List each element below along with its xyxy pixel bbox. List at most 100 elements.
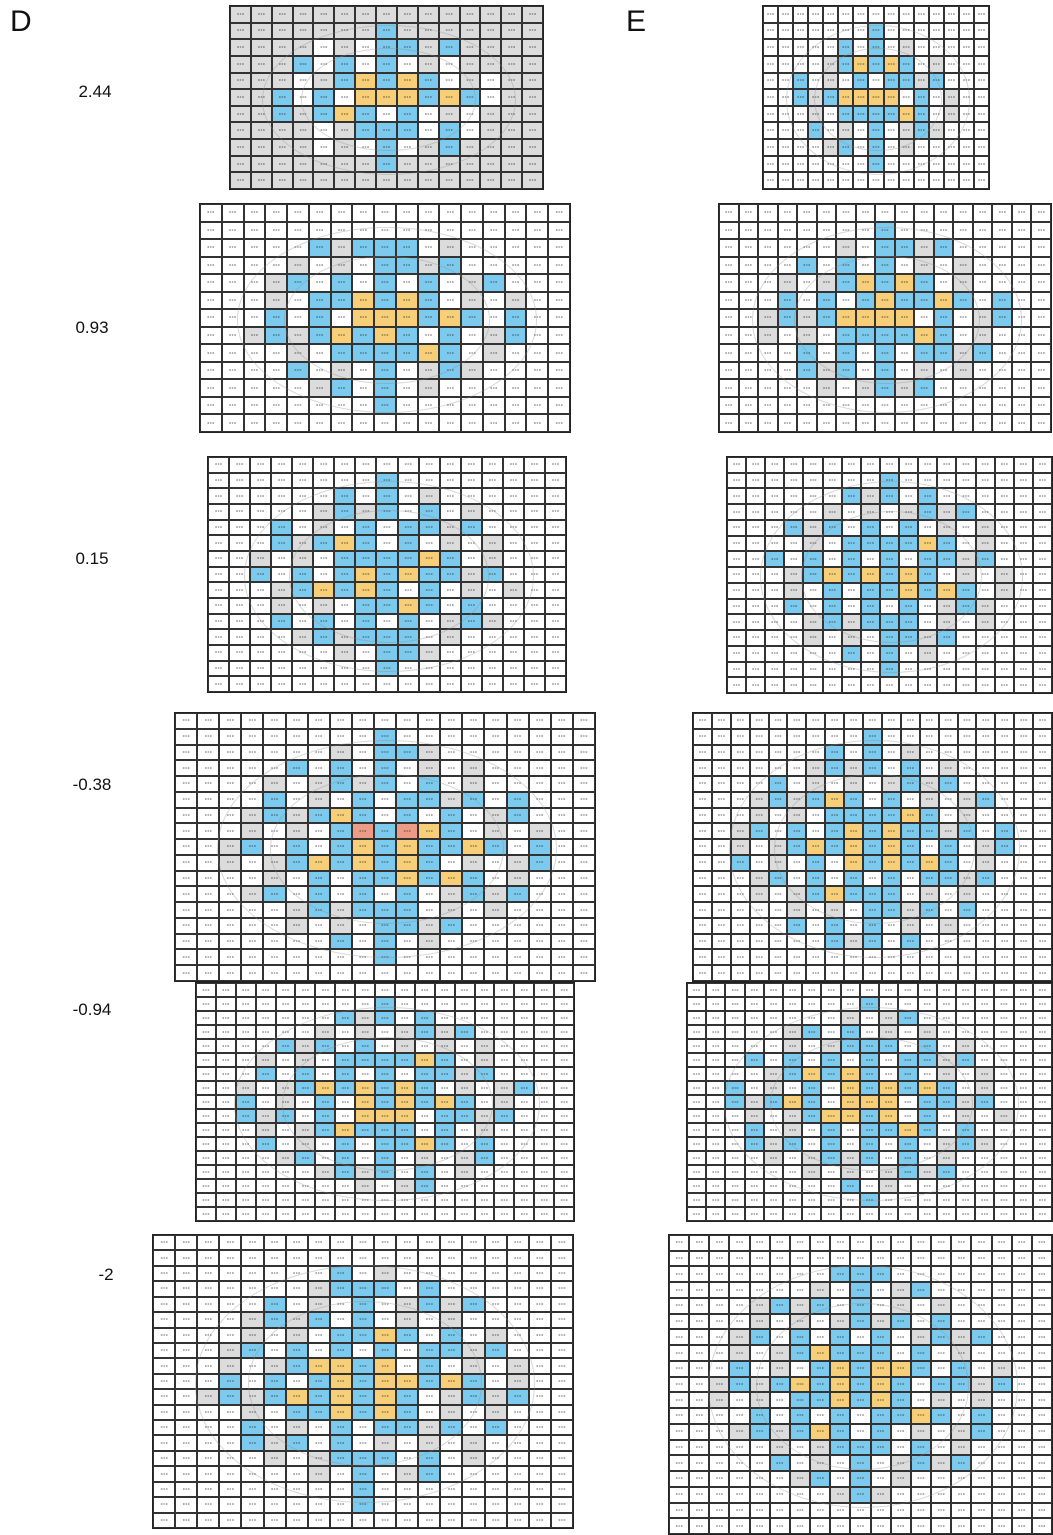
heatmap-cell: 0 ± 0	[971, 1423, 992, 1440]
heatmap-cell: 0 ± 0	[418, 1342, 441, 1359]
heatmap-cell: 0 ± 0	[709, 1250, 730, 1267]
heatmap-cell: 0 ± 0	[898, 22, 914, 40]
heatmap-cell: 0 ± 0	[898, 1025, 918, 1039]
heatmap-cell: 0 ± 0	[504, 326, 527, 345]
heatmap-cell: 0 ± 0	[550, 791, 573, 808]
heatmap-cell: 0 ± 0	[484, 1435, 507, 1451]
heatmap-cell: 0 ± 0	[890, 1313, 911, 1330]
heatmap-cell: 0 ± 0	[265, 326, 288, 345]
heatmap-cell: 0 ± 0	[334, 629, 356, 645]
heatmap-cell: 0 ± 0	[830, 1392, 851, 1409]
heatmap-cell: 0 ± 0	[376, 535, 398, 551]
heatmap-cell: 0 ± 0	[526, 256, 549, 275]
heatmap-cell: 0 ± 0	[285, 917, 308, 934]
heatmap-cell: 0 ± 0	[287, 291, 309, 310]
heatmap-cell: 0 ± 0	[855, 221, 876, 240]
heatmap-cell: 0 ± 0	[860, 551, 880, 568]
heatmap-cell: 0 ± 0	[285, 713, 308, 729]
heatmap-cell: 0 ± 0	[528, 1373, 551, 1390]
heatmap-cell: 0 ± 0	[506, 713, 529, 729]
heatmap-cell: 0 ± 0	[938, 713, 958, 729]
heatmap-cell: 0 ± 0	[351, 902, 374, 918]
heatmap-cell: 0 ± 0	[918, 504, 938, 520]
heatmap-cell: 0 ± 0	[789, 1439, 811, 1456]
heatmap-cell: 0 ± 0	[255, 1151, 276, 1165]
heatmap-cell: 0 ± 0	[484, 1250, 507, 1266]
heatmap-cell: 0 ± 0	[417, 39, 439, 56]
heatmap-cell: 0 ± 0	[241, 1420, 264, 1436]
heatmap-cell: 0 ± 0	[506, 1358, 529, 1374]
heatmap-cell: 0 ± 0	[275, 1137, 296, 1151]
heatmap-cell: 0 ± 0	[825, 760, 845, 777]
heatmap-cell: 0 ± 0	[454, 1053, 475, 1067]
heatmap-cell: 0 ± 0	[355, 457, 377, 473]
heatmap-cell: 0 ± 0	[221, 291, 244, 310]
heatmap-cell: 0 ± 0	[918, 551, 938, 568]
heatmap-cell: 0 ± 0	[994, 1137, 1014, 1151]
heatmap-cell: 0 ± 0	[975, 1193, 995, 1207]
heatmap-cell: 0 ± 0	[292, 676, 314, 692]
heatmap-cell: 0 ± 0	[763, 1193, 784, 1207]
heatmap-cell: 0 ± 0	[802, 983, 822, 997]
heatmap-cell: 0 ± 0	[910, 1329, 932, 1346]
heatmap-grid-d: 0 ± 0 0 ± 0 0 ± 0 0 ± 0 0 ± 0 0 ± 0 0 ± 0 0 ± 0…	[207, 456, 567, 693]
heatmap-cell: 0 ± 0	[418, 933, 441, 950]
heatmap-cell: 0 ± 0	[822, 598, 842, 615]
heatmap-cell: 0 ± 0	[1032, 1067, 1052, 1081]
heatmap-cell: 0 ± 0	[913, 6, 929, 23]
heatmap-cell: 0 ± 0	[271, 598, 293, 614]
heatmap-cell: 0 ± 0	[219, 744, 242, 761]
heatmap-cell: 0 ± 0	[793, 105, 809, 123]
row-label: 2.44	[78, 82, 112, 101]
heatmap-cell: 0 ± 0	[802, 1039, 822, 1053]
heatmap-cell: 0 ± 0	[334, 676, 356, 692]
heatmap-cell: 0 ± 0	[711, 807, 731, 824]
heatmap-cell: 0 ± 0	[910, 1439, 932, 1456]
heatmap-cell: 0 ± 0	[523, 629, 545, 645]
heatmap-cell: 0 ± 0	[768, 933, 788, 950]
heatmap-cell: 0 ± 0	[215, 983, 236, 997]
heatmap-cell: 0 ± 0	[840, 1207, 860, 1221]
heatmap-cell: 0 ± 0	[994, 661, 1014, 678]
heatmap-cell: 0 ± 0	[196, 1095, 216, 1109]
heatmap-cell: 0 ± 0	[953, 291, 973, 310]
heatmap-cell: 0 ± 0	[783, 997, 803, 1011]
heatmap-cell: 0 ± 0	[860, 519, 880, 536]
heatmap-cell: 0 ± 0	[789, 1471, 811, 1487]
heatmap-cell: 0 ± 0	[506, 1327, 529, 1343]
heatmap-cell: 0 ± 0	[1031, 326, 1051, 345]
heatmap-cell: 0 ± 0	[572, 965, 595, 981]
heatmap-cell: 0 ± 0	[789, 1266, 811, 1283]
heatmap-cell: 0 ± 0	[352, 221, 375, 240]
heatmap-cell: 0 ± 0	[973, 139, 989, 156]
heatmap-cell: 0 ± 0	[554, 1025, 574, 1039]
heatmap-cell: 0 ± 0	[881, 917, 901, 934]
heatmap-cell: 0 ± 0	[528, 1342, 551, 1359]
heatmap-cell: 0 ± 0	[175, 1420, 198, 1436]
heatmap-cell: 0 ± 0	[329, 1235, 352, 1251]
heatmap-cell: 0 ± 0	[738, 221, 759, 240]
heatmap-cell: 0 ± 0	[917, 1025, 937, 1039]
heatmap-cell: 0 ± 0	[351, 1358, 375, 1374]
heatmap-cell: 0 ± 0	[749, 902, 769, 918]
heatmap-cell: 0 ± 0	[870, 1313, 891, 1330]
heatmap-cell: 0 ± 0	[334, 122, 356, 140]
heatmap-cell: 0 ± 0	[763, 983, 784, 997]
heatmap-cell: 0 ± 0	[825, 823, 845, 840]
heatmap-cell: 0 ± 0	[995, 791, 1015, 808]
heatmap-cell: 0 ± 0	[881, 728, 901, 745]
heatmap-cell: 0 ± 0	[693, 949, 712, 966]
heatmap-cell: 0 ± 0	[528, 791, 551, 808]
heatmap-cell: 0 ± 0	[375, 1081, 395, 1095]
heatmap-cell: 0 ± 0	[329, 1358, 352, 1374]
heatmap-cell: 0 ± 0	[725, 983, 745, 997]
heatmap-cell: 0 ± 0	[292, 39, 314, 56]
heatmap-cell: 0 ± 0	[494, 1193, 515, 1207]
heatmap-cell: 0 ± 0	[208, 582, 230, 598]
heatmap-cell: 0 ± 0	[502, 676, 524, 692]
heatmap-cell: 0 ± 0	[396, 760, 419, 777]
heatmap-cell: 0 ± 0	[215, 1165, 236, 1179]
heatmap-cell: 0 ± 0	[711, 917, 731, 934]
heatmap-cell: 0 ± 0	[900, 728, 920, 745]
heatmap-cell: 0 ± 0	[373, 917, 397, 934]
